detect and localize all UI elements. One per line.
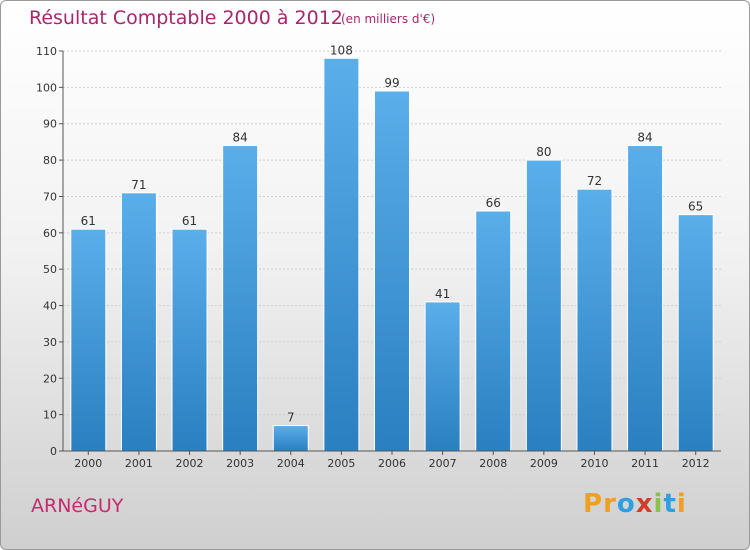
bar-value-label: 71 [131,178,146,192]
bar-2012 [677,214,714,452]
bar-value-label: 72 [587,174,602,188]
x-tick-label: 2009 [530,457,558,470]
bar-value-label: 61 [182,214,197,228]
bar-2003 [222,145,259,452]
x-tick-label: 2000 [74,457,102,470]
bar-2002 [171,228,208,452]
x-tick-label: 2002 [176,457,204,470]
bar-2011 [627,145,664,452]
bar-value-label: 7 [287,411,295,425]
x-tick-label: 2003 [226,457,254,470]
bars: 61 71 61 84 7 108 99 41 66 80 72 84 65 [70,43,714,452]
bar-2005 [323,57,360,452]
y-tick-label: 40 [43,300,57,313]
logo-letter: i [653,489,664,519]
chart-subtitle: (en milliers d'€) [341,12,436,26]
bar-2000 [70,228,107,452]
x-tick-label: 2006 [378,457,406,470]
commune-name: ARNéGUY [31,495,124,517]
bar-value-label: 66 [486,196,501,210]
logo-letter: t [663,489,677,519]
logo-letter: i [676,489,687,519]
chart-title: Résultat Comptable 2000 à 2012 [29,7,343,29]
x-tick-label: 2008 [479,457,507,470]
bar-value-label: 99 [384,76,399,90]
bar-value-label: 108 [330,43,353,57]
y-tick-label: 110 [36,45,57,58]
x-tick-label: 2010 [580,457,608,470]
logo-letter: P [583,489,604,519]
bar-value-label: 41 [435,287,450,301]
y-tick-label: 20 [43,372,57,385]
bar-2010 [576,188,613,452]
y-tick-label: 0 [50,445,57,458]
logo-letter: o [616,489,636,519]
y-tick-label: 10 [43,409,57,422]
y-tick-label: 80 [43,154,57,167]
y-tick-label: 70 [43,190,57,203]
bar-2008 [475,210,512,452]
logo-letter: r [603,489,617,519]
x-tick-label: 2004 [277,457,305,470]
x-tick-label: 2007 [429,457,457,470]
y-tick-label: 100 [36,81,57,94]
x-tick-label: 2012 [682,457,710,470]
y-tick-label: 50 [43,263,57,276]
bar-2007 [424,301,461,452]
proxiti-logo: Proxiti [583,489,687,519]
x-tick-label: 2011 [631,457,659,470]
y-tick-label: 30 [43,336,57,349]
bar-2004 [272,425,309,452]
bar-2001 [120,192,157,452]
y-tick-label: 60 [43,227,57,240]
bar-value-label: 84 [233,131,248,145]
bar-value-label: 84 [637,131,652,145]
x-tick-label: 2001 [125,457,153,470]
y-tick-label: 90 [43,118,57,131]
axes: 0 10 20 30 40 50 60 70 80 90 100 110 2000 2001 2002 200… [36,45,721,470]
x-tick-label: 2005 [327,457,355,470]
bar-value-label: 80 [536,145,551,159]
logo-letter: x [635,489,654,519]
bar-value-label: 61 [81,214,96,228]
bar-2006 [374,90,410,452]
bar-value-label: 65 [688,200,703,214]
bar-2009 [525,159,562,452]
